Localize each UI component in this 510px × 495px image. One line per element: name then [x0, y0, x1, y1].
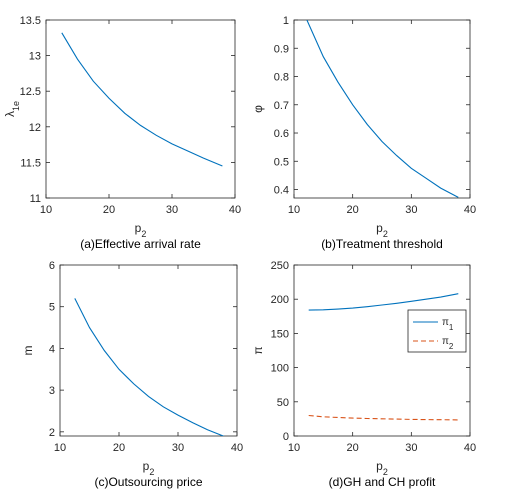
y-tick-label: 250	[271, 260, 289, 272]
series-line-1	[74, 298, 225, 436]
y-tick-label: 200	[271, 294, 289, 306]
y-tick-label: 100	[271, 363, 289, 375]
x-tick-label: 30	[405, 442, 417, 454]
x-axis-label-main: p	[376, 459, 383, 473]
plot-area	[59, 264, 238, 437]
x-axis-label-sub: 2	[383, 467, 388, 477]
plot-area	[293, 19, 471, 199]
y-tick-label: 150	[271, 328, 289, 340]
panel-caption: (d)GH and CH profit	[329, 475, 436, 489]
y-axis-label: π	[251, 346, 265, 354]
legend-box	[407, 309, 467, 353]
y-tick-label: 3	[49, 385, 55, 397]
y-tick-label: 6	[49, 260, 55, 272]
x-tick-label: 40	[464, 442, 476, 454]
y-tick-label: 13	[29, 51, 41, 63]
y-tick-label: 1	[283, 15, 289, 27]
x-tick-label: 30	[405, 204, 417, 216]
y-tick-label: 0	[283, 431, 289, 443]
x-tick-label: 40	[231, 442, 243, 454]
x-tick-label: 20	[103, 204, 115, 216]
y-axis-label: φ	[251, 105, 265, 113]
x-tick-label: 40	[464, 204, 476, 216]
x-axis-label: p2	[376, 221, 388, 239]
x-tick-label: 20	[347, 442, 359, 454]
y-axis-label-main: m	[21, 346, 35, 356]
legend-label-sub: 1	[449, 323, 454, 332]
legend-label-main: π	[442, 336, 449, 347]
x-axis-label-main: p	[143, 459, 150, 473]
panel-caption: (c)Outsourcing price	[94, 475, 202, 489]
x-axis-label-sub: 2	[141, 229, 146, 239]
series-line-1	[306, 20, 459, 198]
y-tick-label: 13.5	[20, 15, 41, 27]
panel-caption: (b)Treatment threshold	[321, 237, 443, 251]
legend-label-main: π	[442, 317, 449, 328]
x-axis-label: p2	[135, 221, 147, 239]
y-tick-label: 0.9	[274, 43, 289, 55]
y-tick-label: 0.8	[274, 72, 289, 84]
chart-panel-1: 10 20 30 40 0.4 0.5 0.6 0.7 0.8 0.9 1 p2 φ (b)Treatme…	[251, 15, 476, 251]
x-tick-label: 10	[54, 442, 66, 454]
x-tick-label: 10	[288, 442, 300, 454]
y-axis-label-main: λ	[3, 111, 17, 117]
legend-label: π1	[442, 317, 454, 332]
x-axis-label: p2	[376, 459, 388, 477]
y-tick-label: 2	[49, 427, 55, 439]
x-axis-label: p2	[143, 459, 155, 477]
legend-label: π2	[442, 336, 454, 351]
legend-label-sub: 2	[449, 342, 454, 351]
x-axis-label-sub: 2	[383, 229, 388, 239]
x-tick-label: 20	[347, 204, 359, 216]
chart-panel-0: 10 20 30 40 11 11.5 12 12.5 13 13.5 p2 λ1e (a)Effect…	[3, 15, 241, 251]
y-tick-label: 0.4	[274, 185, 289, 197]
series-line-1	[308, 293, 459, 311]
series-line-2	[308, 414, 459, 421]
series-line-1	[61, 32, 223, 167]
y-tick-label: 0.6	[274, 128, 289, 140]
y-axis-label-main: φ	[251, 105, 265, 113]
y-tick-label: 11	[30, 193, 41, 205]
y-tick-label: 50	[277, 397, 289, 409]
y-axis-label-sub: 1e	[11, 101, 21, 111]
x-axis-label-sub: 2	[149, 467, 154, 477]
y-tick-label: 12	[29, 122, 41, 134]
x-tick-label: 10	[40, 204, 52, 216]
x-axis-label-main: p	[376, 221, 383, 235]
plot-area	[45, 19, 236, 199]
x-tick-label: 30	[166, 204, 178, 216]
panel-caption: (a)Effective arrival rate	[80, 237, 201, 251]
x-axis-label-main: p	[135, 221, 142, 235]
x-tick-label: 10	[288, 204, 300, 216]
y-axis-label: m	[21, 346, 35, 356]
x-tick-label: 40	[229, 204, 241, 216]
y-tick-label: 11.5	[20, 157, 41, 169]
y-tick-label: 0.7	[274, 100, 289, 112]
y-tick-label: 0.5	[274, 156, 289, 168]
y-axis-label: λ1e	[3, 101, 21, 117]
x-tick-label: 20	[113, 442, 125, 454]
y-axis-label-main: π	[251, 346, 265, 354]
y-tick-label: 5	[49, 302, 55, 314]
y-tick-label: 4	[49, 343, 55, 355]
y-tick-label: 12.5	[20, 86, 41, 98]
x-tick-label: 30	[172, 442, 184, 454]
